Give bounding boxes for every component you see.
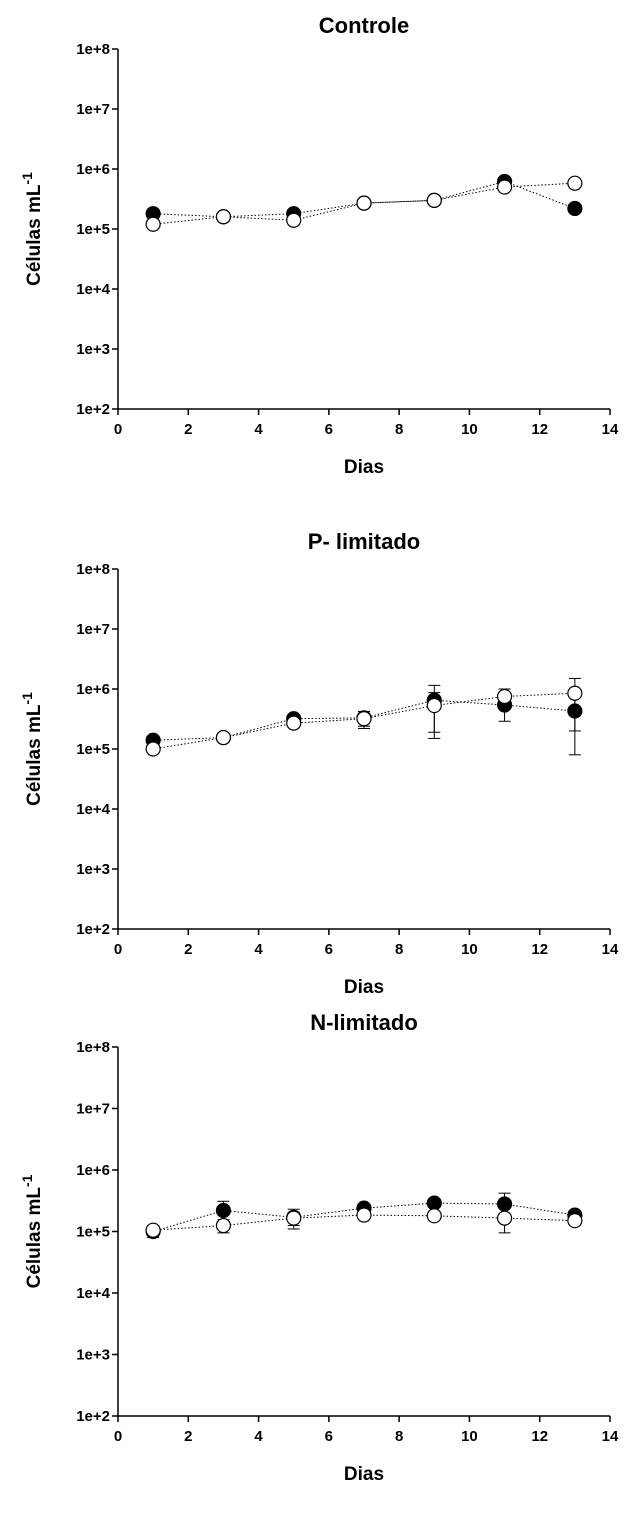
x-tick-label: 2 (184, 1428, 192, 1445)
y-tick-label: 1e+4 (76, 281, 110, 298)
x-tick-label: 8 (395, 1428, 403, 1445)
data-point (286, 1210, 302, 1226)
data-point (567, 200, 583, 217)
x-tick-label: 4 (254, 941, 263, 958)
x-tick-label: 0 (114, 941, 122, 958)
y-tick-label: 1e+8 (76, 41, 110, 58)
y-tick-label: 1e+2 (76, 1408, 110, 1425)
data-point (215, 1202, 232, 1219)
x-tick-label: 12 (531, 1428, 548, 1445)
x-tick-label: 6 (325, 421, 333, 438)
y-tick-label: 1e+3 (76, 1347, 110, 1364)
data-point (145, 1222, 161, 1238)
data-point (496, 688, 513, 705)
data-point (426, 192, 442, 208)
y-tick-label: 1e+4 (76, 801, 110, 818)
x-tick-label: 2 (184, 941, 192, 958)
data-point (215, 1217, 232, 1234)
y-tick-label: 1e+2 (76, 921, 110, 938)
x-tick-label: 4 (254, 421, 263, 438)
y-tick-label: 1e+7 (76, 101, 110, 118)
data-point (286, 212, 302, 228)
chart-panel-3: N-limitado 1e+2 1e+3 1e+4 1e+5 1e+6 1e+7 1e+8 0 2… (19, 1010, 619, 1485)
y-tick-label: 1e+7 (76, 1101, 110, 1118)
data-point (567, 1213, 583, 1229)
x-tick-label: 8 (395, 421, 403, 438)
y-tick-label: 1e+5 (76, 741, 110, 758)
x-tick-label: 4 (254, 1428, 263, 1445)
data-point (496, 1210, 513, 1226)
x-tick-label: 6 (325, 941, 333, 958)
data-point (215, 729, 232, 746)
x-tick-label: 0 (114, 1428, 122, 1445)
y-tick-label: 1e+4 (76, 1285, 110, 1302)
y-tick-label: 1e+6 (76, 1162, 110, 1179)
y-tick-label: 1e+5 (76, 1224, 110, 1241)
x-tick-label: 6 (325, 1428, 333, 1445)
x-axis-label: Dias (344, 1464, 384, 1485)
x-tick-label: 0 (114, 421, 122, 438)
x-tick-label: 8 (395, 941, 403, 958)
series-2 (145, 175, 583, 232)
x-tick-label: 12 (531, 421, 548, 438)
x-tick-label: 14 (602, 941, 619, 958)
data-point (286, 715, 302, 731)
y-tick-label: 1e+6 (76, 681, 110, 698)
data-point (496, 179, 513, 195)
x-tick-label: 14 (602, 421, 619, 438)
data-point (426, 1195, 442, 1211)
y-tick-label: 1e+6 (76, 161, 110, 178)
chart-title: N-limitado (310, 1010, 418, 1035)
y-axis-label: Células mL-1 (19, 172, 45, 286)
y-tick-label: 1e+3 (76, 861, 110, 878)
y-tick-label: 1e+8 (76, 1039, 110, 1056)
data-point (567, 175, 583, 191)
data-point (356, 195, 372, 211)
data-point (567, 685, 583, 701)
chart-title: P- limitado (308, 529, 420, 554)
data-point (215, 209, 232, 225)
data-point (426, 1208, 442, 1224)
x-axis-label: Dias (344, 977, 384, 998)
y-tick-label: 1e+2 (76, 401, 110, 418)
data-point (356, 1207, 372, 1223)
data-point (356, 711, 372, 727)
x-tick-label: 10 (461, 421, 478, 438)
data-point (145, 741, 161, 757)
x-tick-label: 2 (184, 421, 192, 438)
x-tick-label: 10 (461, 1428, 478, 1445)
y-tick-label: 1e+8 (76, 561, 110, 578)
series-2 (145, 1207, 583, 1238)
chart-panel-1: Controle 1e+2 1e+3 1e+4 1e+5 1e+6 1e+7 1e+8 0 2 4 6… (19, 13, 619, 478)
y-tick-label: 1e+7 (76, 621, 110, 638)
x-tick-label: 10 (461, 941, 478, 958)
chart-title: Controle (319, 13, 409, 38)
y-axis-label: Células mL-1 (19, 692, 45, 806)
x-tick-label: 12 (531, 941, 548, 958)
x-tick-label: 14 (602, 1428, 619, 1445)
y-axis-label: Células mL-1 (19, 1174, 45, 1288)
x-axis-label: Dias (344, 457, 384, 478)
series-2 (145, 677, 583, 757)
y-tick-label: 1e+5 (76, 221, 110, 238)
chart-panel-2: P- limitado 1e+2 1e+3 1e+4 1e+5 1e+6 1e+7 1e+8 0… (19, 529, 619, 998)
y-tick-label: 1e+3 (76, 341, 110, 358)
data-point (426, 697, 442, 714)
data-point (145, 216, 161, 232)
